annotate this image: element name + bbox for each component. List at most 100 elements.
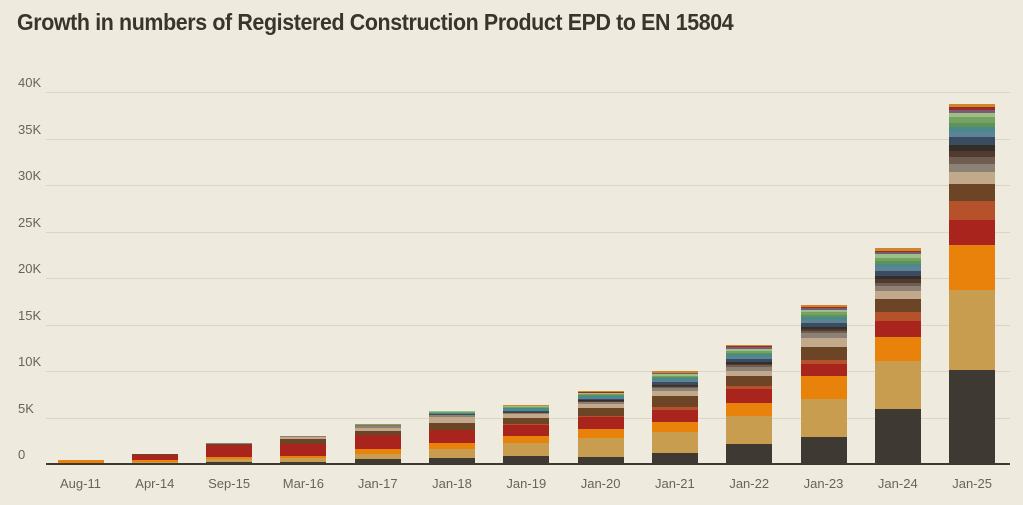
- bar-segment-series-gray: [651, 388, 698, 392]
- bar-segment-series-teal: [874, 264, 921, 268]
- bar-segment-series-charcoal: [503, 455, 550, 463]
- bar-segment-series-orange: [577, 429, 624, 438]
- bar-segment-series-steel-blue: [503, 410, 550, 412]
- y-tick-label: 15K: [18, 307, 42, 323]
- bar-segment-series-orange: [503, 436, 550, 444]
- bar-segment-series-beige: [280, 437, 327, 440]
- bar-segment-series-beige: [577, 404, 624, 409]
- stacked-bar-Aug-11: [57, 459, 104, 463]
- bar-segment-series-rust: [726, 385, 773, 389]
- bar-segment-series-ochre: [726, 344, 773, 347]
- y-tick-label: 30K: [18, 168, 42, 183]
- bar-segment-series-beige: [726, 370, 773, 376]
- bar-segment-series-green: [651, 375, 698, 378]
- bar-segment-series-red: [651, 409, 698, 422]
- bar-segment-series-green: [874, 257, 921, 262]
- bar-segment-series-navy: [577, 398, 624, 401]
- bar-segment-series-brown: [503, 418, 550, 425]
- bar-segment-series-gray: [503, 412, 550, 415]
- x-tick-label: Jan-23: [803, 476, 844, 491]
- stacked-bar-Sep-15: [206, 442, 253, 463]
- bar-segment-series-brown: [874, 299, 921, 313]
- bar-segment-series-purple: [800, 308, 847, 311]
- x-tick-label: Jan-25: [952, 476, 992, 491]
- stacked-bar-Apr-14: [131, 454, 178, 463]
- bar-segment-series-gray: [280, 436, 327, 438]
- x-tick-label: Jan-19: [506, 476, 547, 491]
- bar-segment-series-rust: [874, 312, 921, 321]
- bar-segment-series-steel-blue: [800, 319, 847, 323]
- stacked-bar-Jan-22: [726, 344, 773, 463]
- bar-segment-series-beige: [503, 414, 550, 419]
- bar-segment-series-green-light: [503, 406, 550, 408]
- gridline-10K: [46, 371, 1010, 372]
- bar-segment-series-green-light: [949, 112, 996, 118]
- x-tick-label: Aug-11: [60, 476, 101, 491]
- bar-segment-series-taupe: [577, 401, 624, 403]
- bar-segment-series-crimson: [800, 306, 847, 309]
- x-tick-label: Jan-21: [655, 476, 695, 491]
- chart-title: Growth in numbers of Registered Construc…: [17, 9, 734, 35]
- bar-segment-series-steel-blue: [949, 132, 996, 137]
- bar-segment-series-gold: [206, 459, 253, 463]
- bar-segment-series-taupe: [949, 157, 996, 164]
- bar-segment-series-steel-blue: [874, 267, 921, 271]
- bar-segment-series-charcoal: [206, 462, 253, 463]
- y-tick-label: 40K: [18, 75, 42, 90]
- bar-segment-series-red: [354, 435, 401, 449]
- stacked-bar-Jan-25: [949, 103, 996, 463]
- x-tick-label: Jan-17: [357, 476, 398, 491]
- bar-segment-series-red: [726, 388, 773, 403]
- bar-segment-series-charcoal: [949, 370, 996, 463]
- bar-segment-series-beige: [800, 338, 847, 347]
- bar-segment-series-red: [949, 220, 996, 246]
- bar-segment-series-green-light: [577, 393, 624, 394]
- bar-segment-series-purple: [949, 109, 996, 113]
- bar-segment-series-crimson: [874, 251, 921, 253]
- gridline-25K: [46, 231, 1010, 233]
- bar-segment-series-green-dark: [651, 377, 698, 379]
- bar-segment-series-gold: [280, 458, 327, 463]
- bar-segment-series-purple: [651, 373, 698, 375]
- bar-segment-series-ochre: [949, 103, 996, 108]
- y-tick-label: 10K: [18, 354, 42, 369]
- bar-segment-series-orange: [354, 448, 401, 455]
- bar-segment-series-green-light: [874, 254, 921, 258]
- bar-segment-series-navy: [874, 270, 921, 276]
- bar-segment-series-brown: [800, 346, 847, 360]
- bar-segment-series-green-dark: [726, 352, 773, 355]
- bar-segment-series-gold: [874, 360, 921, 410]
- bar-segment-series-purple: [874, 252, 921, 255]
- bar-segment-series-purple: [726, 347, 773, 349]
- bar-segment-series-beige: [949, 171, 996, 185]
- bar-segment-series-charcoal: [874, 409, 921, 463]
- bar-segment-series-maroon: [651, 385, 698, 388]
- bar-segment-series-teal: [503, 408, 550, 411]
- bar-segment-series-orange: [280, 455, 327, 459]
- bar-segment-series-teal: [429, 412, 475, 415]
- gridline-15K: [46, 324, 1010, 326]
- bar-segment-series-steel-blue: [651, 380, 698, 382]
- bar-segment-series-gold: [949, 290, 996, 370]
- bar-segment-series-crimson: [726, 346, 773, 348]
- bar-segment-series-red: [429, 430, 475, 443]
- gridline-30K: [46, 185, 1010, 186]
- bar-segment-series-brown: [280, 439, 327, 444]
- bar-segment-series-gray: [429, 415, 475, 418]
- bar-segment-series-red: [800, 363, 847, 376]
- stacked-bar-Jan-21: [651, 370, 698, 463]
- bar-segment-series-gray: [206, 442, 253, 444]
- bar-segment-series-taupe: [874, 282, 921, 287]
- stacked-bar-Jan-20: [577, 391, 624, 463]
- bar-segment-series-gray: [874, 286, 921, 291]
- bar-segment-series-gray: [800, 332, 847, 339]
- x-tick-label: Mar-16: [282, 476, 324, 491]
- bar-segment-series-orange: [131, 459, 178, 462]
- bar-segment-series-red: [131, 455, 178, 460]
- bar-segment-series-green-light: [726, 348, 773, 351]
- x-tick-label: Jan-20: [580, 476, 621, 491]
- y-tick-label: 5K: [18, 400, 34, 416]
- y-tick-label: 0: [18, 447, 26, 462]
- x-tick-label: Jan-22: [729, 476, 770, 491]
- bar-segment-series-espresso: [800, 326, 847, 329]
